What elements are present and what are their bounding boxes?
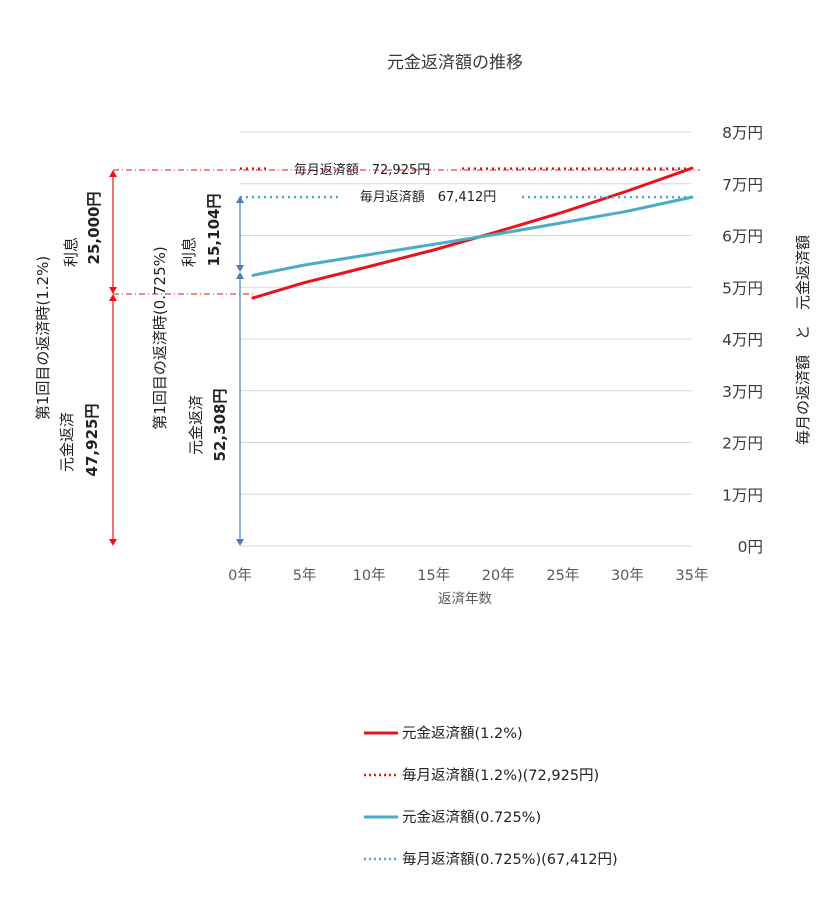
x-tick-label: 5年 [293, 567, 317, 584]
blue-first-payment-annotation: 第1回目の返済時(0.725%) 利息 15,104円 元金返済 52,308円 [151, 194, 244, 546]
red-arrowhead-down [109, 287, 117, 294]
blue-arrowhead-down-2 [236, 539, 244, 546]
series-line-0 [251, 166, 694, 300]
blue-interest-label: 利息 [180, 237, 198, 267]
red-first-payment-annotation: 第1回目の返済時(1.2%) 利息 25,000円 元金返済 47,925円 [34, 169, 700, 546]
x-tick-label: 35年 [676, 567, 709, 584]
y-tick-label: 5万円 [722, 279, 763, 297]
y-tick-labels: 0円 1万円 2万円 3万円 4万円 5万円 6万円 7万円 8万円 [722, 124, 763, 556]
blue-arrowhead-down [236, 265, 244, 272]
red-principal-value: 47,925円 [83, 404, 101, 477]
red-line-label-bg [270, 158, 460, 180]
red-arrowhead-down-2 [109, 539, 117, 546]
y-tick-label: 0円 [738, 538, 763, 556]
blue-group-heading: 第1回目の返済時(0.725%) [151, 246, 169, 429]
blue-arrowhead-up-2 [236, 272, 244, 279]
y-tick-label: 6万円 [722, 228, 763, 246]
legend-label-3: 毎月返済額(0.725%)(67,412円) [402, 851, 618, 868]
series-line-2 [251, 195, 694, 277]
blue-line-label-bg [338, 185, 518, 207]
blue-interest-value: 15,104円 [205, 194, 223, 267]
gridlines [240, 131, 692, 547]
red-group-heading: 第1回目の返済時(1.2%) [34, 256, 52, 420]
y-tick-label: 3万円 [722, 383, 763, 401]
x-tick-label: 30年 [611, 567, 644, 584]
series-group [240, 166, 694, 300]
blue-principal-value: 52,308円 [211, 389, 229, 462]
x-tick-label: 0年 [228, 567, 252, 584]
x-tick-label: 25年 [546, 567, 579, 584]
blue-principal-label: 元金返済 [187, 395, 205, 455]
y-tick-label: 7万円 [722, 176, 763, 194]
red-interest-label: 利息 [62, 237, 80, 267]
y-tick-label: 4万円 [722, 331, 763, 349]
y-tick-label: 2万円 [722, 435, 763, 453]
x-axis-label: 返済年数 [438, 591, 492, 607]
x-tick-label: 10年 [353, 567, 386, 584]
legend-label-0: 元金返済額(1.2%) [402, 725, 523, 742]
red-principal-label: 元金返済 [58, 412, 76, 472]
legend-label-2: 元金返済額(0.725%) [402, 809, 541, 826]
y-axis-label: 毎月の返済額 と 元金返済額 [794, 235, 812, 445]
x-tick-label: 15年 [417, 567, 450, 584]
red-arrowhead-up-2 [109, 294, 117, 301]
x-tick-label: 20年 [482, 567, 515, 584]
blue-arrowhead-up [236, 196, 244, 203]
red-interest-value: 25,000円 [85, 192, 103, 265]
y-tick-label: 8万円 [722, 124, 763, 142]
blue-dotted-line-label: 毎月返済額 67,412円 [360, 189, 497, 205]
chart-title: 元金返済額の推移 [387, 53, 523, 73]
legend: 元金返済額(1.2%) 毎月返済額(1.2%)(72,925円) 元金返済額(0.7… [364, 725, 618, 868]
red-arrowhead-up [109, 170, 117, 177]
x-tick-labels: 0年 5年 10年 15年 20年 25年 30年 35年 [228, 567, 708, 584]
y-tick-label: 1万円 [722, 486, 763, 504]
legend-label-1: 毎月返済額(1.2%)(72,925円) [402, 767, 599, 784]
